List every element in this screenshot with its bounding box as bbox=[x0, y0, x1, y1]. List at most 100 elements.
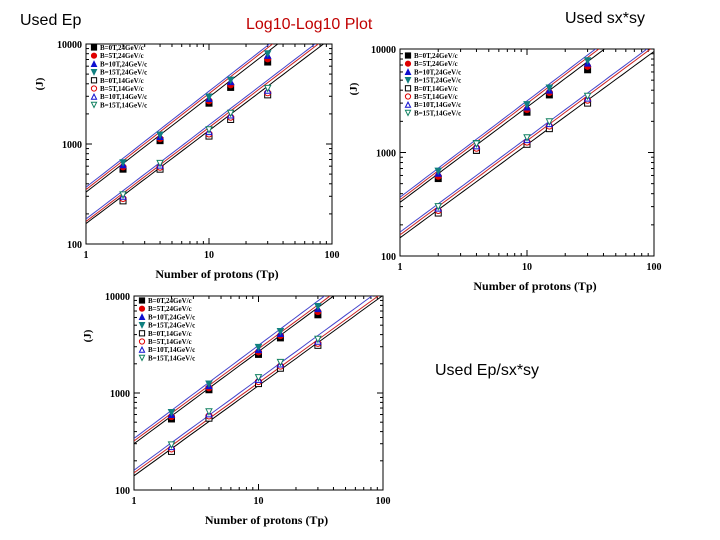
legend-label: B=5T,24GeV/c bbox=[414, 60, 458, 68]
legend-label: B=0T,24GeV/c bbox=[414, 52, 458, 60]
x-tick-label: 100 bbox=[325, 250, 340, 261]
data-point bbox=[472, 140, 481, 149]
legend-marker bbox=[404, 68, 412, 75]
y-tick-label: 1000 bbox=[376, 149, 396, 160]
legend-label: B=10T,14GeV/c bbox=[414, 101, 461, 109]
legend-label: B=15T,24GeV/c bbox=[100, 69, 147, 77]
y-tick-label: 1000 bbox=[62, 140, 82, 151]
legend-marker bbox=[90, 85, 98, 92]
legend-label: B=0T,24GeV/c bbox=[100, 44, 144, 52]
legend-marker bbox=[138, 345, 146, 353]
data-point bbox=[167, 408, 176, 417]
legend-marker bbox=[90, 92, 98, 100]
legend-label: B=15T,14GeV/c bbox=[414, 109, 461, 117]
x-axis-label: Number of protons (Tp) bbox=[473, 279, 596, 293]
fit-line bbox=[86, 44, 316, 220]
legend-marker bbox=[138, 330, 146, 337]
y-tick-label: 1000 bbox=[110, 389, 130, 400]
y-tick-label: 10000 bbox=[105, 292, 130, 303]
label-used-ep-over-sx-sy: Used Ep/sx*sy bbox=[435, 362, 540, 379]
legend-marker bbox=[404, 85, 412, 92]
legend-marker bbox=[138, 354, 146, 362]
legend-label: B=10T,14GeV/c bbox=[100, 93, 147, 101]
legend-label: B=10T,14GeV/c bbox=[148, 346, 195, 354]
legend-marker bbox=[404, 100, 412, 108]
data-point bbox=[254, 374, 263, 382]
data-point bbox=[119, 191, 127, 199]
y-tick-label: 10000 bbox=[371, 45, 396, 56]
x-tick-label: 1 bbox=[398, 262, 403, 273]
data-point bbox=[226, 109, 235, 118]
x-tick-label: 100 bbox=[647, 262, 662, 273]
legend-label: B=15T,14GeV/c bbox=[148, 354, 195, 362]
legend-label: B=10T,24GeV/c bbox=[148, 313, 195, 321]
fit-line bbox=[86, 44, 271, 188]
data-point bbox=[156, 159, 164, 168]
legend-label: B=0T,14GeV/c bbox=[414, 85, 458, 93]
legend-marker bbox=[404, 93, 412, 100]
legend-marker bbox=[138, 313, 146, 320]
data-point bbox=[263, 84, 272, 93]
data-point bbox=[545, 118, 554, 126]
x-tick-label: 10 bbox=[522, 262, 532, 273]
legend-label: B=5T,24GeV/c bbox=[148, 305, 192, 313]
data-point bbox=[263, 50, 272, 58]
legend-label: B=5T,14GeV/c bbox=[414, 93, 458, 101]
legend-marker bbox=[404, 77, 412, 84]
x-tick-label: 1 bbox=[84, 250, 89, 261]
y-tick-label: 10000 bbox=[57, 40, 82, 51]
y-axis-label: (J) bbox=[34, 77, 46, 90]
y-tick-label: 100 bbox=[381, 252, 396, 263]
legend-marker bbox=[90, 52, 98, 59]
legend-label: B=0T,24GeV/c bbox=[148, 297, 192, 305]
x-tick-label: 1 bbox=[132, 496, 137, 507]
data-point bbox=[583, 92, 592, 101]
data-point bbox=[523, 134, 531, 142]
legend-marker bbox=[90, 69, 98, 76]
legend-marker bbox=[404, 52, 412, 59]
legend-marker bbox=[90, 44, 98, 51]
legend-marker bbox=[90, 77, 98, 84]
legend-label: B=15T,24GeV/c bbox=[148, 322, 195, 330]
legend-marker bbox=[90, 101, 98, 109]
legend-label: B=15T,14GeV/c bbox=[100, 101, 147, 109]
legend-label: B=10T,24GeV/c bbox=[414, 68, 461, 76]
legend-label: B=10T,24GeV/c bbox=[100, 60, 147, 68]
data-point bbox=[156, 131, 164, 140]
y-tick-label: 100 bbox=[67, 240, 82, 251]
legend-label: B=0T,14GeV/c bbox=[100, 77, 144, 85]
slide-title: Log10-Log10 Plot bbox=[246, 16, 373, 33]
x-axis-label: Number of protons (Tp) bbox=[155, 267, 278, 281]
y-axis-label: (J) bbox=[348, 82, 360, 95]
data-point bbox=[167, 441, 176, 449]
data-point bbox=[205, 380, 213, 389]
y-axis-label: (J) bbox=[82, 329, 94, 342]
data-point bbox=[314, 335, 322, 344]
legend-label: B=5T,14GeV/c bbox=[148, 338, 192, 346]
data-point bbox=[205, 126, 213, 134]
legend-label: B=5T,14GeV/c bbox=[100, 85, 144, 93]
data-point bbox=[119, 159, 127, 167]
legend-marker bbox=[138, 322, 146, 329]
fit-line bbox=[400, 49, 597, 198]
data-point bbox=[545, 84, 554, 93]
legend-marker bbox=[138, 338, 146, 345]
data-point bbox=[523, 101, 531, 109]
legend-marker bbox=[138, 297, 146, 304]
data-point bbox=[205, 408, 213, 416]
label-used-ep: Used Ep bbox=[20, 12, 82, 29]
x-tick-label: 10 bbox=[204, 250, 214, 261]
x-axis-label: Number of protons (Tp) bbox=[205, 513, 328, 527]
data-point bbox=[434, 167, 443, 176]
data-point bbox=[276, 328, 285, 336]
legend-marker bbox=[404, 60, 412, 67]
legend-label: B=5T,24GeV/c bbox=[100, 52, 144, 60]
data-point bbox=[276, 358, 285, 367]
data-point bbox=[434, 203, 443, 211]
data-point bbox=[583, 57, 592, 65]
